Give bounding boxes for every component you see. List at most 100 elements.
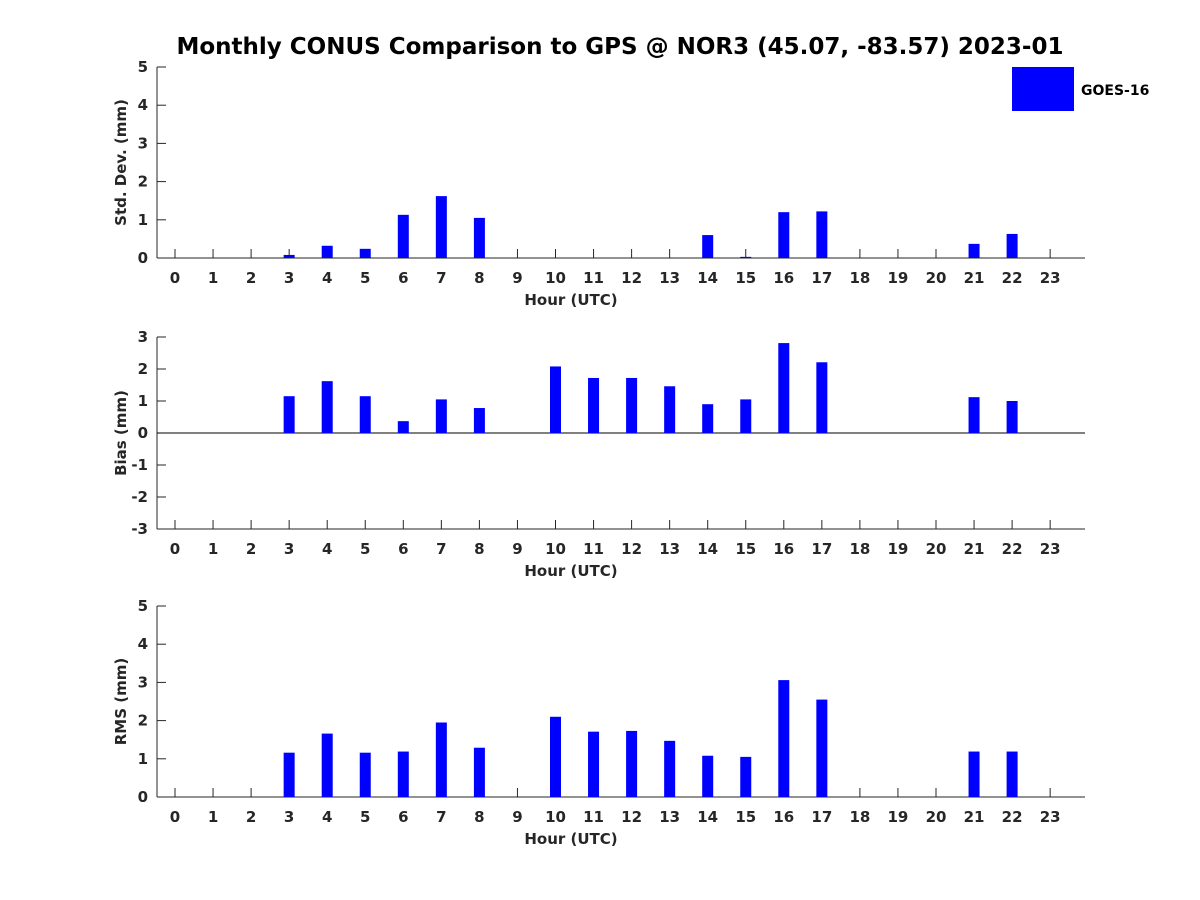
y-tick-label: 0 — [138, 424, 148, 442]
bar-rms-mm-hour-8 — [473, 747, 485, 797]
x-tick-label: 1 — [208, 808, 218, 826]
x-tick-label: 5 — [360, 808, 370, 826]
bar-rms-mm-hour-4 — [321, 733, 333, 797]
x-tick-label: 1 — [208, 540, 218, 558]
x-tick-label: 7 — [436, 540, 446, 558]
y-tick-label: 1 — [138, 750, 148, 768]
x-tick-label: 8 — [474, 269, 484, 287]
x-tick-label: 19 — [888, 269, 909, 287]
x-tick-label: 22 — [1002, 808, 1023, 826]
x-tick-label: 13 — [659, 808, 680, 826]
x-tick-label: 15 — [735, 808, 756, 826]
x-tick-label: 17 — [811, 808, 832, 826]
x-tick-label: 16 — [773, 540, 794, 558]
x-tick-label: 20 — [926, 269, 947, 287]
x-tick-label: 10 — [545, 540, 566, 558]
x-tick-label: 23 — [1040, 269, 1061, 287]
x-tick-label: 12 — [621, 269, 642, 287]
bar-bias-mm-hour-15 — [740, 399, 752, 433]
x-tick-label: 15 — [735, 540, 756, 558]
bar-rms-mm-hour-12 — [626, 730, 638, 797]
x-tick-label: 14 — [697, 808, 718, 826]
x-axis-label: Hour (UTC) — [524, 291, 617, 309]
bar-rms-mm-hour-22 — [1006, 751, 1018, 797]
x-axis-label: Hour (UTC) — [524, 562, 617, 580]
x-tick-label: 18 — [849, 269, 870, 287]
x-tick-label: 2 — [246, 808, 256, 826]
bar-rms-mm-hour-10 — [550, 716, 561, 797]
bar-rms-mm-hour-3 — [283, 752, 295, 797]
x-tick-label: 4 — [322, 269, 332, 287]
y-tick-label: -3 — [131, 520, 148, 538]
x-tick-label: 11 — [583, 269, 604, 287]
x-tick-label: 18 — [849, 808, 870, 826]
bar-rms-mm-hour-11 — [588, 731, 600, 797]
y-tick-label: -1 — [131, 456, 148, 474]
y-tick-label: 2 — [138, 360, 148, 378]
bar-bias-mm-hour-8 — [473, 408, 485, 433]
x-tick-label: 8 — [474, 540, 484, 558]
y-tick-label: 0 — [138, 788, 148, 806]
x-tick-label: 16 — [773, 269, 794, 287]
bar-std-dev-mm-hour-17 — [816, 211, 828, 258]
x-tick-label: 3 — [284, 269, 294, 287]
y-tick-label: 1 — [138, 211, 148, 229]
bar-bias-mm-hour-13 — [664, 386, 676, 433]
y-tick-label: 4 — [138, 635, 148, 653]
bar-bias-mm-hour-3 — [283, 396, 295, 433]
y-axis-label: Std. Dev. (mm) — [112, 99, 130, 226]
bar-rms-mm-hour-7 — [435, 722, 447, 797]
y-tick-label: 5 — [138, 597, 148, 615]
x-tick-label: 19 — [888, 808, 909, 826]
x-tick-label: 15 — [735, 269, 756, 287]
x-tick-label: 6 — [398, 540, 408, 558]
bar-rms-mm-hour-21 — [968, 751, 980, 797]
x-tick-label: 9 — [512, 540, 522, 558]
bar-std-dev-mm-hour-22 — [1006, 233, 1018, 258]
x-tick-label: 18 — [849, 540, 870, 558]
bar-rms-mm-hour-6 — [397, 751, 409, 797]
y-axis-label: RMS (mm) — [112, 658, 130, 745]
x-tick-label: 5 — [360, 269, 370, 287]
y-tick-label: 3 — [138, 328, 148, 346]
bar-std-dev-mm-hour-8 — [473, 217, 485, 258]
bar-bias-mm-hour-22 — [1006, 401, 1018, 433]
bar-std-dev-mm-hour-21 — [968, 243, 980, 258]
x-tick-label: 22 — [1002, 269, 1023, 287]
bar-rms-mm-hour-17 — [816, 699, 828, 797]
x-tick-label: 12 — [621, 540, 642, 558]
x-tick-label: 19 — [888, 540, 909, 558]
bar-std-dev-mm-hour-14 — [702, 235, 714, 258]
x-axis-label: Hour (UTC) — [524, 830, 617, 848]
x-tick-label: 3 — [284, 540, 294, 558]
bar-bias-mm-hour-21 — [968, 397, 980, 433]
bar-bias-mm-hour-17 — [816, 362, 828, 433]
y-axis-label: Bias (mm) — [112, 390, 130, 476]
y-tick-label: 2 — [138, 712, 148, 730]
x-tick-label: 14 — [697, 540, 718, 558]
bar-bias-mm-hour-4 — [321, 381, 333, 433]
y-tick-label: -2 — [131, 488, 148, 506]
x-tick-label: 14 — [697, 269, 718, 287]
bar-bias-mm-hour-16 — [778, 343, 790, 433]
chart-title: Monthly CONUS Comparison to GPS @ NOR3 (… — [176, 34, 1063, 60]
x-tick-label: 7 — [436, 269, 446, 287]
x-tick-label: 7 — [436, 808, 446, 826]
bar-bias-mm-hour-11 — [588, 377, 600, 433]
bar-std-dev-mm-hour-7 — [435, 196, 447, 258]
x-tick-label: 20 — [926, 540, 947, 558]
x-tick-label: 11 — [583, 808, 604, 826]
x-tick-label: 6 — [398, 808, 408, 826]
bar-bias-mm-hour-7 — [435, 399, 447, 433]
x-tick-label: 5 — [360, 540, 370, 558]
x-tick-label: 10 — [545, 269, 566, 287]
x-tick-label: 4 — [322, 808, 332, 826]
x-tick-label: 17 — [811, 269, 832, 287]
bar-rms-mm-hour-5 — [359, 752, 371, 797]
x-tick-label: 21 — [964, 269, 985, 287]
bar-std-dev-mm-hour-15 — [740, 256, 752, 258]
x-tick-label: 8 — [474, 808, 484, 826]
x-tick-label: 0 — [170, 808, 180, 826]
